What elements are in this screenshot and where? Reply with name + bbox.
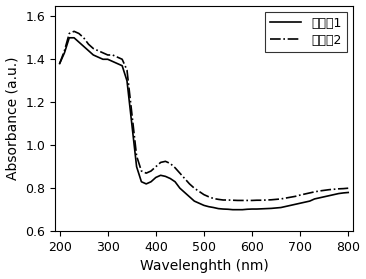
Y-axis label: Absorbance (a.u.): Absorbance (a.u.) [5,57,19,180]
Legend: 比较例1, 实施例2: 比较例1, 实施例2 [265,12,347,52]
X-axis label: Wavelenghth (nm): Wavelenghth (nm) [139,259,268,273]
